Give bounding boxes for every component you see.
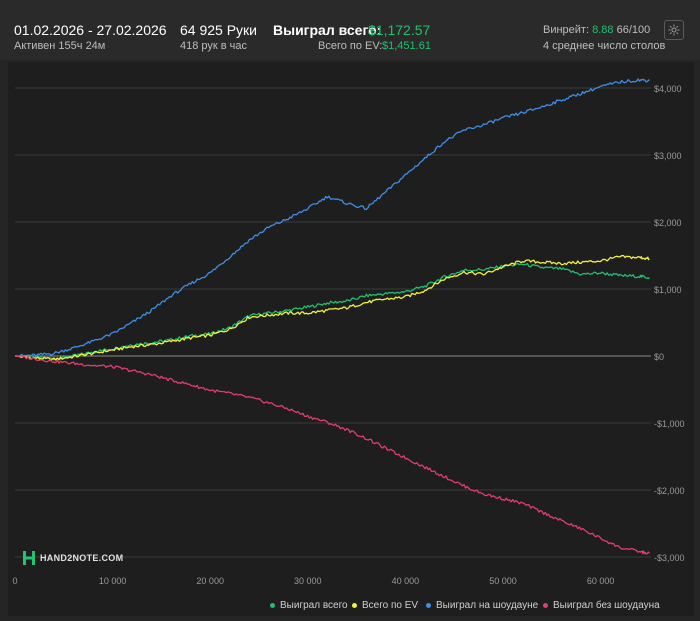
legend-ev-total[interactable]: Всего по EV bbox=[352, 598, 418, 612]
series-line bbox=[14, 262, 650, 361]
hands-count: 64 925 Руки bbox=[180, 22, 257, 38]
y-tick-label: $3,000 bbox=[654, 151, 682, 161]
legend-won-total[interactable]: Выиграл всего bbox=[270, 598, 348, 612]
legend-dot-showdown bbox=[426, 602, 431, 608]
stats-header: 01.02.2026 - 27.02.2026 Активен 155ч 24м… bbox=[0, 0, 700, 60]
avg-tables: 4 среднее число столов bbox=[543, 40, 666, 52]
y-tick-label: $2,000 bbox=[654, 218, 682, 228]
won-total-label: Выиграл всего: bbox=[273, 22, 382, 38]
legend-label-won-total: Выиграл всего bbox=[280, 599, 348, 611]
ev-total-label: Всего по EV: bbox=[318, 40, 383, 52]
x-tick-label: 20 000 bbox=[196, 576, 224, 586]
hand2note-logo: HAND2NOTE.COM bbox=[22, 550, 123, 566]
ev-total-value: $1,451.61 bbox=[382, 40, 431, 52]
series-line bbox=[14, 78, 650, 357]
hand2note-logo-icon bbox=[23, 551, 35, 565]
x-tick-label: 60 000 bbox=[587, 576, 615, 586]
legend-non-showdown[interactable]: Выиграл без шоудауна bbox=[543, 598, 660, 612]
y-tick-label: -$1,000 bbox=[654, 419, 685, 429]
y-tick-label: -$3,000 bbox=[654, 553, 685, 563]
series-line bbox=[14, 254, 650, 362]
y-tick-label: $0 bbox=[654, 352, 664, 362]
legend-showdown[interactable]: Выиграл на шоудауне bbox=[426, 598, 538, 612]
settings-button[interactable] bbox=[664, 20, 684, 40]
legend-dot-non-showdown bbox=[543, 602, 548, 608]
winrate: Винрейт: 8.88 66/100 bbox=[543, 24, 650, 36]
logo-text: HAND2NOTE.COM bbox=[40, 553, 124, 563]
x-tick-label: 30 000 bbox=[294, 576, 322, 586]
legend-label-ev-total: Всего по EV bbox=[362, 599, 419, 611]
active-time: Активен 155ч 24м bbox=[14, 40, 106, 52]
x-tick-label: 40 000 bbox=[392, 576, 420, 586]
legend-dot-ev-total bbox=[352, 602, 357, 608]
y-tick-label: $4,000 bbox=[654, 84, 682, 94]
hands-per-hour: 418 рук в час bbox=[180, 40, 248, 52]
legend-dot-won-total bbox=[270, 602, 275, 608]
winrate-suffix: 66/100 bbox=[616, 24, 651, 36]
y-tick-label: -$2,000 bbox=[654, 486, 685, 496]
y-tick-label: $1,000 bbox=[654, 285, 682, 295]
date-range[interactable]: 01.02.2026 - 27.02.2026 bbox=[14, 22, 167, 38]
x-tick-label: 0 bbox=[12, 576, 17, 586]
x-tick-label: 10 000 bbox=[99, 576, 127, 586]
winrate-value: 8.88 bbox=[592, 24, 614, 36]
won-total-value: $1,172.57 bbox=[368, 22, 431, 38]
series-line bbox=[14, 354, 650, 555]
legend-label-non-showdown: Выиграл без шоудауна bbox=[553, 599, 660, 611]
chart-panel bbox=[8, 62, 694, 616]
legend-label-showdown: Выиграл на шоудауне bbox=[436, 599, 539, 611]
winrate-label: Винрейт: bbox=[543, 24, 590, 36]
x-tick-label: 50 000 bbox=[489, 576, 517, 586]
gear-icon bbox=[668, 24, 680, 36]
